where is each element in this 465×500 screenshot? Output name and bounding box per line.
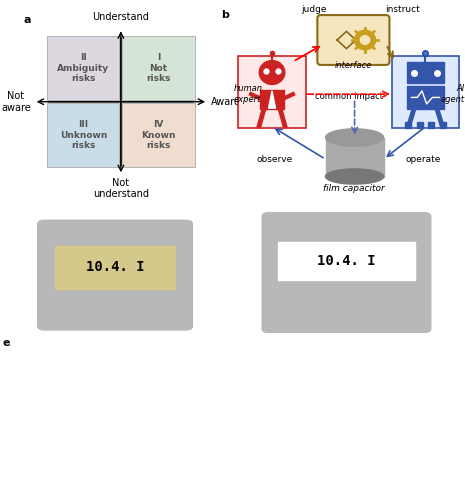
Text: • Outcome:  AI caused no economic losses.: • Outcome: AI caused no economic losses. [246,480,411,489]
Text: • AI: The film capacitor can be used.: • AI: The film capacitor can be used. [246,461,386,470]
FancyBboxPatch shape [55,246,175,289]
Text: • Outcome: AI brings safety risks.: • Outcome: AI brings safety risks. [20,480,150,489]
Text: III
Unknown
risks: III Unknown risks [60,120,107,150]
Text: common impact: common impact [315,92,383,101]
Polygon shape [326,129,384,146]
Text: False Positive (FP): False Positive (FP) [246,346,334,355]
FancyBboxPatch shape [122,103,194,167]
Polygon shape [268,91,275,108]
Polygon shape [259,60,285,84]
FancyBboxPatch shape [47,36,120,100]
Text: AI
agent: AI agent [441,84,465,104]
Text: • Outcome: AI brings no safety risks.: • Outcome: AI brings no safety risks. [20,400,162,409]
Text: Understand: Understand [93,12,149,22]
Text: II
Ambiguity
risks: II Ambiguity risks [57,54,109,84]
Text: human
expert: human expert [233,84,263,104]
Text: • Reality: The film capacitor is unqualified.: • Reality: The film capacitor is unquali… [20,442,184,452]
Text: • Reality: The film capacitor is unqualified.: • Reality: The film capacitor is unquali… [20,362,184,372]
Text: • AI: The film capacitor can't be used.: • AI: The film capacitor can't be used. [246,381,391,390]
Text: film capacitor: film capacitor [323,184,384,193]
Text: • AI: The film capacitor can't be used.: • AI: The film capacitor can't be used. [20,381,166,390]
Text: • Reality: The film capacitor is qualified.: • Reality: The film capacitor is qualifi… [246,362,400,372]
Polygon shape [407,62,444,84]
FancyBboxPatch shape [47,103,120,167]
Text: • AI: The film capacitor can be used.: • AI: The film capacitor can be used. [20,461,160,470]
Text: c: c [9,209,16,219]
Text: IV
Known
risks: IV Known risks [141,120,176,150]
FancyBboxPatch shape [38,220,193,330]
Text: judge: judge [301,5,326,14]
Text: • Reality: The film capacitor is qualified.: • Reality: The film capacitor is qualifi… [246,442,400,452]
Text: 10.4. I: 10.4. I [86,260,145,274]
FancyBboxPatch shape [278,242,415,280]
Text: instruct: instruct [385,5,419,14]
Text: Not
aware: Not aware [1,91,31,112]
Text: observe: observe [256,155,292,164]
Text: 10.4. I: 10.4. I [317,254,376,268]
Text: True Positive (TP): True Positive (TP) [20,346,105,355]
Polygon shape [326,169,384,184]
Polygon shape [360,36,370,44]
Polygon shape [407,86,444,110]
FancyBboxPatch shape [238,56,306,128]
FancyBboxPatch shape [122,36,194,100]
Text: • Outcome: AI caused economic losses.: • Outcome: AI caused economic losses. [246,400,397,409]
Text: operate: operate [405,155,441,164]
Polygon shape [326,138,384,176]
Text: interface: interface [335,60,372,70]
Text: e: e [2,338,10,347]
Text: d: d [239,209,247,219]
FancyBboxPatch shape [392,56,459,128]
FancyBboxPatch shape [262,212,431,332]
FancyBboxPatch shape [317,15,389,65]
Text: I
Not
risks: I Not risks [146,54,171,84]
Text: True Negative (TN): True Negative (TN) [246,426,336,435]
Text: b: b [221,10,229,20]
Text: Not
understand: Not understand [93,178,149,200]
Text: False Negative (FN): False Negative (FN) [20,426,114,435]
Text: a: a [23,15,31,25]
Text: Aware: Aware [211,96,241,106]
Polygon shape [355,30,376,50]
